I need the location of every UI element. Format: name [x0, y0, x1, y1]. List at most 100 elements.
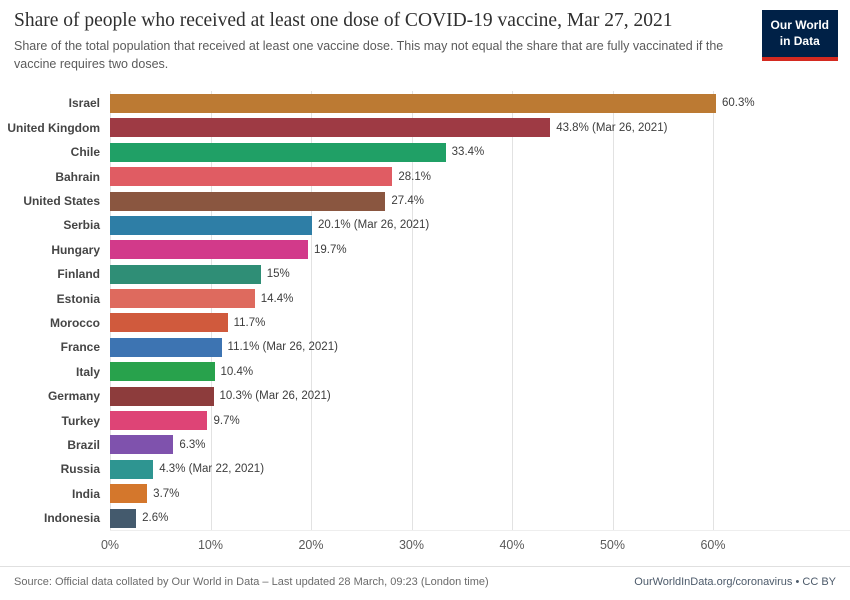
bar-row: Finland 15% [57, 262, 850, 286]
bar[interactable] [110, 362, 215, 382]
value-label: 15% [266, 268, 290, 281]
country-label: United States [23, 194, 100, 208]
gridline [512, 91, 513, 532]
bar-chart: Israel 60.3% United Kingdom 43.8% (Mar 26, … [7, 91, 850, 556]
country-label: Estonia [56, 291, 100, 306]
chart-title: Share of people who received at least on… [14, 10, 673, 31]
bar-row: Morocco 11.7% [50, 311, 850, 335]
bar[interactable] [110, 118, 551, 138]
country-label: Turkey [61, 413, 100, 428]
x-tick-label: 0% [100, 538, 120, 553]
gridline [210, 91, 212, 532]
value-label: 60.3% [722, 97, 755, 110]
country-label: Chile [70, 145, 100, 160]
owid-logo[interactable]: Our World in Data [761, 10, 838, 62]
country-label: United Kingdom [7, 120, 100, 135]
value-label: 27.4% [391, 195, 424, 207]
value-label: 19.7% [313, 243, 347, 256]
source-note: Source: Official data collated by Our Wo… [14, 576, 489, 588]
bar[interactable] [110, 167, 393, 187]
x-tick-label: 30% [398, 538, 425, 553]
bar-row: Italy 10.4% [76, 360, 850, 384]
gridline [411, 91, 413, 532]
bar[interactable] [110, 142, 446, 162]
value-label: 11.1% (Mar 26, 2021) [227, 341, 338, 354]
country-label: Germany [47, 389, 100, 404]
bar-row: India 3.7% [72, 482, 850, 506]
bar-row: Brazil 6.3% [67, 433, 850, 457]
bar[interactable] [110, 411, 208, 431]
country-label: Hungary [51, 242, 100, 257]
bar-row: Israel 60.3% [69, 91, 850, 115]
x-tick-label: 10% [197, 538, 224, 553]
bar-row: Chile 33.4% [71, 140, 850, 164]
x-tick-label: 50% [599, 538, 626, 553]
title-block: Share of people who received at least on… [14, 10, 724, 73]
country-label: Israel [68, 96, 100, 111]
value-label: 10.3% (Mar 26, 2021) [219, 390, 331, 403]
x-axis: 0% 10% 20% 30% 40% 50% 60% [101, 530, 850, 556]
bar[interactable] [110, 313, 228, 333]
value-label: 28.1% [398, 170, 431, 183]
bar-row: France 11.1% (Mar 26, 2021) [61, 335, 850, 359]
bar-row: Germany 10.3% (Mar 26, 2021) [48, 384, 850, 408]
bar-row: Bahrain 28.1% [55, 164, 850, 188]
value-label: 3.7% [153, 487, 180, 500]
bar[interactable] [110, 484, 148, 504]
bar[interactable] [110, 459, 154, 479]
chart-footer: Source: Official data collated by Our Wo… [0, 566, 850, 600]
chart-header: Share of people who received at least on… [0, 0, 850, 75]
bar-row: Indonesia 2.6% [44, 506, 850, 530]
bar-row: United States 27.4% [23, 189, 850, 213]
bar[interactable] [110, 337, 222, 357]
logo-line-1: Our World [770, 18, 829, 32]
gridline [311, 91, 312, 532]
value-label: 43.8% (Mar 26, 2021) [556, 121, 668, 134]
country-label: Brazil [67, 437, 100, 452]
x-tick-label: 20% [298, 538, 324, 553]
value-label: 20.1% (Mar 26, 2021) [318, 219, 430, 232]
x-tick-label: 40% [499, 538, 525, 553]
chart-subtitle: Share of the total population that recei… [14, 39, 724, 72]
country-label: India [71, 486, 100, 501]
country-label: Bahrain [55, 169, 100, 184]
country-label: France [60, 340, 100, 355]
credit-link[interactable]: OurWorldInData.org/coronavirus • CC BY [634, 576, 836, 588]
gridlines [110, 91, 850, 532]
bar-row: Turkey 9.7% [62, 408, 850, 432]
chart-rows: Israel 60.3% United Kingdom 43.8% (Mar 26, … [7, 91, 850, 530]
bar[interactable] [110, 191, 386, 211]
bar[interactable] [110, 215, 312, 235]
logo-line-2: in Data [779, 34, 820, 49]
bar-row: Hungary 19.7% [51, 238, 850, 262]
bar-row: Russia 4.3% (Mar 22, 2021) [61, 457, 850, 481]
bar[interactable] [110, 264, 261, 284]
country-label: Indonesia [43, 511, 100, 526]
bar[interactable] [110, 386, 214, 406]
bar[interactable] [110, 508, 137, 528]
bar[interactable] [110, 435, 174, 455]
gridline [110, 91, 111, 532]
value-label: 33.4% [451, 146, 485, 159]
value-label: 14.4% [260, 292, 294, 305]
country-label: Serbia [63, 218, 100, 233]
bar-row: United Kingdom 43.8% (Mar 26, 2021) [7, 116, 850, 140]
bar-row: Serbia 20.1% (Mar 26, 2021) [63, 213, 850, 237]
gridline [612, 91, 614, 532]
bar[interactable] [110, 289, 255, 309]
bar[interactable] [110, 240, 308, 260]
value-label: 11.7% [233, 316, 266, 329]
value-label: 4.3% (Mar 22, 2021) [159, 463, 265, 476]
value-label: 2.6% [142, 512, 169, 525]
bar-row: Estonia 14.4% [57, 286, 850, 310]
country-label: Morocco [49, 315, 100, 330]
x-tick-label: 60% [700, 538, 726, 553]
value-label: 6.3% [179, 438, 206, 451]
value-label: 9.7% [213, 414, 240, 427]
bar[interactable] [110, 93, 716, 113]
country-label: Italy [75, 364, 100, 379]
country-label: Finland [57, 267, 100, 282]
gridline [713, 91, 714, 532]
value-label: 10.4% [220, 365, 254, 378]
country-label: Russia [60, 462, 100, 477]
